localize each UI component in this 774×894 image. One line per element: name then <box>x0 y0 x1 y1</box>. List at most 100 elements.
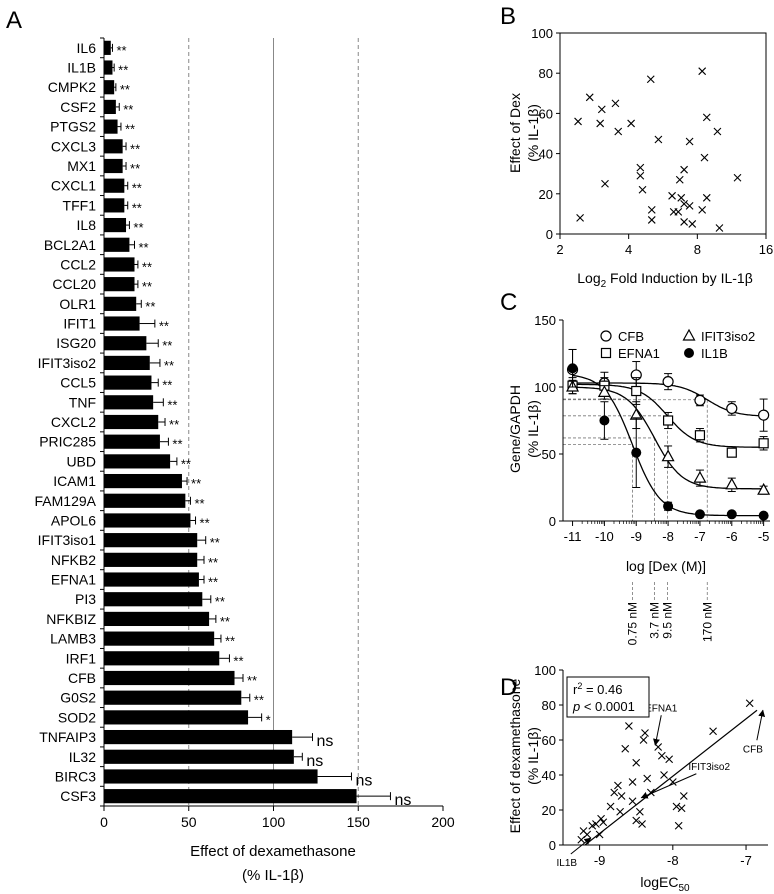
panel-a-category-label: ISG20 <box>56 335 96 351</box>
panel-b-point <box>715 224 724 232</box>
panel-d-point <box>709 727 717 736</box>
panel-d-stat-p-value: < 0.0001 <box>580 699 635 714</box>
panel-a-significance: ** <box>233 653 243 668</box>
panel-a-significance: ** <box>133 220 143 235</box>
panel-d-point <box>745 699 754 708</box>
panel-a-category-label: OLR1 <box>59 296 96 312</box>
panel-a-bar <box>104 198 125 213</box>
panel-b-point <box>627 119 636 128</box>
panel-b-x-tick-label: 8 <box>694 242 701 257</box>
panel-c-x-tick-label: -10 <box>595 529 614 544</box>
panel-b-ylabel-line2: (% IL-1β) <box>525 104 541 162</box>
panel-a-bar <box>104 316 140 331</box>
panel-a-category-label: CXCL2 <box>51 414 96 430</box>
panel-a-category-label: IL6 <box>77 40 97 56</box>
panel-a-bar <box>104 119 118 134</box>
panel-c-y-tick-label: 0 <box>549 514 556 529</box>
panel-d-x-tick-label: -7 <box>740 853 752 868</box>
panel-c-fit-curve <box>572 386 764 490</box>
panel-a-category-label: IL1B <box>67 60 96 76</box>
panel-a-category-label: IFIT1 <box>63 316 96 332</box>
panel-c-point <box>693 470 707 483</box>
panel-b-point <box>713 127 722 136</box>
panel-a-significance: ns <box>394 792 411 809</box>
panel-d-point <box>616 807 624 816</box>
panel-c-point <box>757 482 771 495</box>
panel-b-point <box>601 179 609 188</box>
panel-b-point <box>647 205 656 214</box>
panel-b-point <box>688 220 697 228</box>
panel-c-point <box>662 376 674 388</box>
panel-c-legend-box <box>596 324 766 360</box>
panel-a-bar <box>104 749 294 764</box>
panel-a-category-label: EFNA1 <box>51 572 96 588</box>
panel-c-point <box>662 415 674 426</box>
panel-d-stat-r2-value: = 0.46 <box>582 682 622 697</box>
panel-c-ec50-label: 3.7 nM <box>647 602 661 639</box>
panel-a-category-label: CCL5 <box>60 375 96 391</box>
panel-a-bar <box>104 336 147 351</box>
panel-c-point <box>694 394 706 406</box>
panel-b-point <box>680 165 688 174</box>
panel-d-y-tick-label: 40 <box>542 768 556 783</box>
panel-a-significance: ** <box>132 181 142 196</box>
panel-a-bar <box>104 277 135 292</box>
panel-a-x-tick-label: 200 <box>431 814 455 830</box>
panel-a-bar <box>104 552 198 567</box>
panel-a-significance: ns <box>306 753 323 770</box>
panel-d-point <box>679 792 688 800</box>
panel-a-significance: ** <box>130 161 140 176</box>
panel-c-legend-label: IL1B <box>701 346 728 361</box>
panel-a-category-label: TFF1 <box>63 197 97 213</box>
panel-c-point <box>567 363 578 374</box>
panel-a-xlabel-line2: (% IL-1β) <box>242 867 304 884</box>
panel-a-category-label: CXCL1 <box>51 178 96 194</box>
panel-label-d: D <box>500 674 517 701</box>
panel-c-point <box>758 409 770 421</box>
panel-d-xlabel-main: logEC <box>640 874 678 890</box>
panel-d-y-tick-label: 100 <box>534 663 556 678</box>
panel-a-significance: ** <box>220 614 230 629</box>
panel-a-category-label: TNF <box>69 394 96 410</box>
panel-a-bar <box>104 257 135 272</box>
panel-c-point <box>631 385 642 397</box>
panel-a-bar <box>104 296 137 311</box>
panel-d-point <box>597 814 605 823</box>
panel-b-y-tick-label: 60 <box>539 106 553 121</box>
panel-a-significance: ** <box>247 673 257 688</box>
panel-d-x-tick-label: -9 <box>594 853 606 868</box>
panel-a-significance: ** <box>164 358 174 373</box>
panel-a-category-label: CCL2 <box>60 256 96 272</box>
panel-c-axes: 0 50 100 150 -11 -10 -9 -8 -7 -6 -5 <box>534 313 770 544</box>
panel-a-significance: ** <box>181 456 191 471</box>
panel-a-bar <box>104 592 203 607</box>
panel-a-bar <box>104 40 111 55</box>
panel-c-x-tick-label: -5 <box>758 529 770 544</box>
panel-d-axes: 0 20 40 60 80 100 -9 -8 -7 <box>534 663 768 868</box>
panel-a-bar <box>104 434 160 449</box>
panel-b-point <box>675 175 684 184</box>
panel-d-y-tick-label: 20 <box>542 803 556 818</box>
panel-b-x-tick-label: 16 <box>759 242 773 257</box>
panel-b-ylabel-line1: Effect of Dex <box>507 93 523 173</box>
panel-a-bar <box>104 611 210 627</box>
panel-a-significance: ** <box>172 437 182 452</box>
panel-a-significance: ** <box>254 693 264 708</box>
panel-a-bar <box>104 729 293 745</box>
panel-a-axes: 0 50 100 150 200 <box>100 37 455 830</box>
panel-d-ylabel-line1: Effect of dexamethasone <box>507 678 523 833</box>
panel-a-category-label: CMPK2 <box>48 79 96 95</box>
panel-c-legend-label: EFNA1 <box>618 346 660 361</box>
panel-c-point <box>726 447 737 458</box>
panel-a-category-label: FAM129A <box>35 493 97 509</box>
panel-a-category-label: SOD2 <box>58 709 96 725</box>
panel-a-category-label: PI3 <box>75 591 96 607</box>
panel-a-category-label: TNFAIP3 <box>39 729 96 745</box>
panel-c-y-tick-label: 50 <box>542 447 556 462</box>
panel-d-point <box>668 778 677 786</box>
panel-d-annotation-arrow <box>756 709 766 741</box>
panel-a-significance: ** <box>167 397 177 412</box>
panel-a-category-label: APOL6 <box>51 512 96 528</box>
panel-a-significance: ** <box>116 43 126 58</box>
panel-a-significance: ** <box>200 515 210 530</box>
